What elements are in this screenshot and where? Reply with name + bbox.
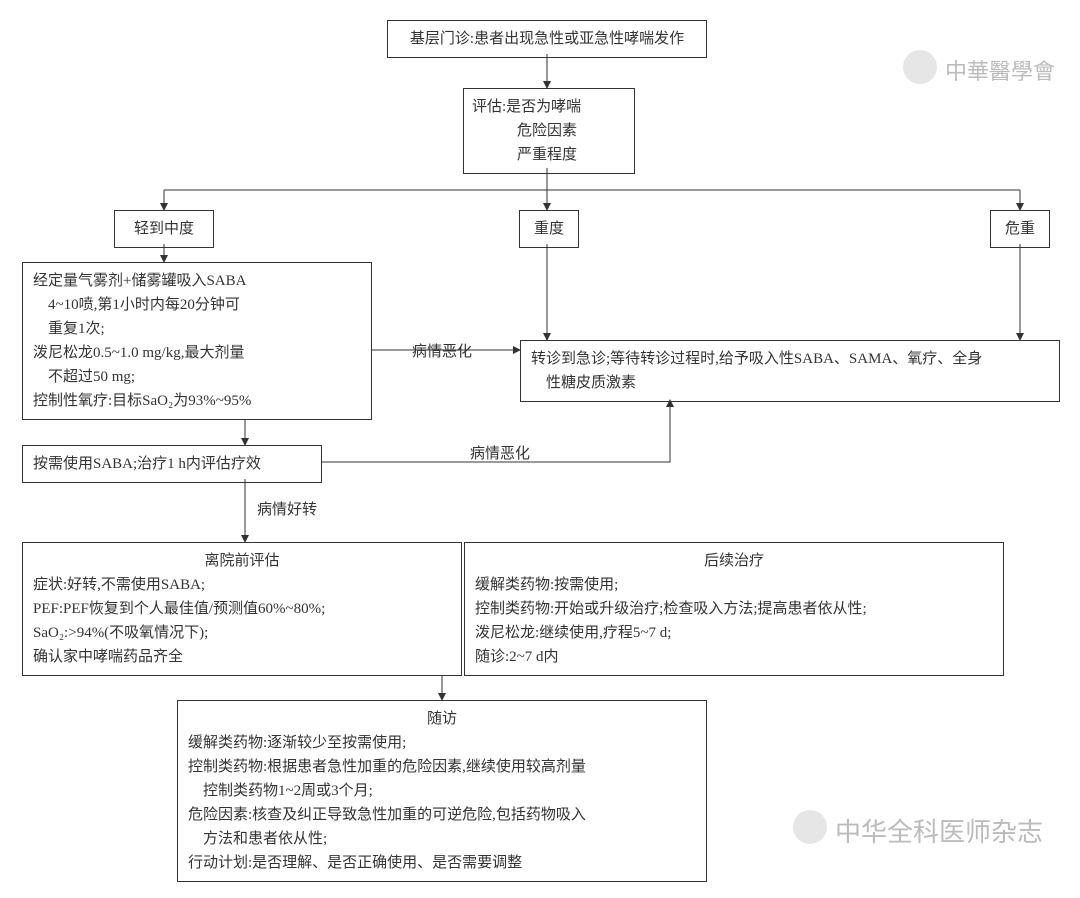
watermark-bottom: 中华全科医师杂志 — [835, 812, 1043, 849]
followup-4: 方法和患者依从性; — [188, 827, 696, 851]
watermark-logo-bottom — [793, 810, 827, 844]
assess-line-1: 危险因素 — [472, 119, 626, 143]
mild-tx-3: 泼尼松龙0.5~1.0 mg/kg,最大剂量 — [33, 341, 361, 365]
discharge-1: PEF:PEF恢复到个人最佳值/预测值60%~80%; — [33, 597, 451, 621]
node-start: 基层门诊:患者出现急性或亚急性哮喘发作 — [387, 20, 707, 58]
followup-tx-2: 泼尼松龙:继续使用,疗程5~7 d; — [475, 621, 993, 645]
node-followup: 随访 缓解类药物:逐渐较少至按需使用; 控制类药物:根据患者急性加重的危险因素,… — [177, 700, 707, 882]
node-discharge: 离院前评估 症状:好转,不需使用SABA; PEF:PEF恢复到个人最佳值/预测… — [22, 542, 462, 676]
assess-line-2: 严重程度 — [472, 143, 626, 167]
followup-1: 控制类药物:根据患者急性加重的危险因素,继续使用较高剂量 — [188, 755, 696, 779]
followup-2: 控制类药物1~2周或3个月; — [188, 779, 696, 803]
node-mild-tx: 经定量气雾剂+储雾罐吸入SABA 4~10喷,第1小时内每20分钟可 重复1次;… — [22, 262, 372, 420]
node-critical: 危重 — [990, 210, 1050, 248]
node-assess: 评估:是否为哮喘 危险因素 严重程度 — [463, 88, 635, 174]
node-mild-text: 轻到中度 — [134, 221, 194, 237]
discharge-3: 确认家中哮喘药品齐全 — [33, 645, 451, 669]
node-followup-tx: 后续治疗 缓解类药物:按需使用; 控制类药物:开始或升级治疗;检查吸入方法;提高… — [464, 542, 1004, 676]
label-worsen2: 病情恶化 — [468, 442, 532, 463]
node-mild: 轻到中度 — [114, 210, 214, 248]
watermark-top: 中華醫學會 — [945, 54, 1055, 86]
followup-title: 随访 — [188, 707, 696, 731]
discharge-2: SaO₂:>94%(不吸氧情况下); — [33, 621, 451, 645]
refer-1: 性糖皮质激素 — [531, 371, 1049, 395]
node-critical-text: 危重 — [1005, 221, 1035, 237]
followup-tx-1: 控制类药物:开始或升级治疗;检查吸入方法;提高患者依从性; — [475, 597, 993, 621]
mild-tx-0: 经定量气雾剂+储雾罐吸入SABA — [33, 269, 361, 293]
node-prn: 按需使用SABA;治疗1 h内评估疗效 — [22, 445, 322, 483]
label-worsen1: 病情恶化 — [410, 340, 474, 361]
refer-0: 转诊到急诊;等待转诊过程时,给予吸入性SABA、SAMA、氧疗、全身 — [531, 347, 1049, 371]
followup-tx-3: 随诊:2~7 d内 — [475, 645, 993, 669]
mild-tx-4: 不超过50 mg; — [33, 365, 361, 389]
node-severe-text: 重度 — [534, 221, 564, 237]
node-prn-text: 按需使用SABA;治疗1 h内评估疗效 — [33, 456, 261, 472]
label-improve: 病情好转 — [255, 498, 319, 519]
mild-tx-1: 4~10喷,第1小时内每20分钟可 — [33, 293, 361, 317]
mild-tx-5: 控制性氧疗:目标SaO₂为93%~95% — [33, 389, 361, 413]
followup-tx-0: 缓解类药物:按需使用; — [475, 573, 993, 597]
mild-tx-2: 重复1次; — [33, 317, 361, 341]
node-severe: 重度 — [519, 210, 579, 248]
discharge-0: 症状:好转,不需使用SABA; — [33, 573, 451, 597]
node-start-text: 基层门诊:患者出现急性或亚急性哮喘发作 — [410, 31, 684, 47]
discharge-title: 离院前评估 — [33, 549, 451, 573]
watermark-logo-top — [903, 50, 937, 84]
followup-tx-title: 后续治疗 — [475, 549, 993, 573]
followup-5: 行动计划:是否理解、是否正确使用、是否需要调整 — [188, 851, 696, 875]
assess-line-0: 评估:是否为哮喘 — [472, 95, 626, 119]
followup-0: 缓解类药物:逐渐较少至按需使用; — [188, 731, 696, 755]
followup-3: 危险因素:核查及纠正导致急性加重的可逆危险,包括药物吸入 — [188, 803, 696, 827]
node-refer: 转诊到急诊;等待转诊过程时,给予吸入性SABA、SAMA、氧疗、全身 性糖皮质激… — [520, 340, 1060, 402]
